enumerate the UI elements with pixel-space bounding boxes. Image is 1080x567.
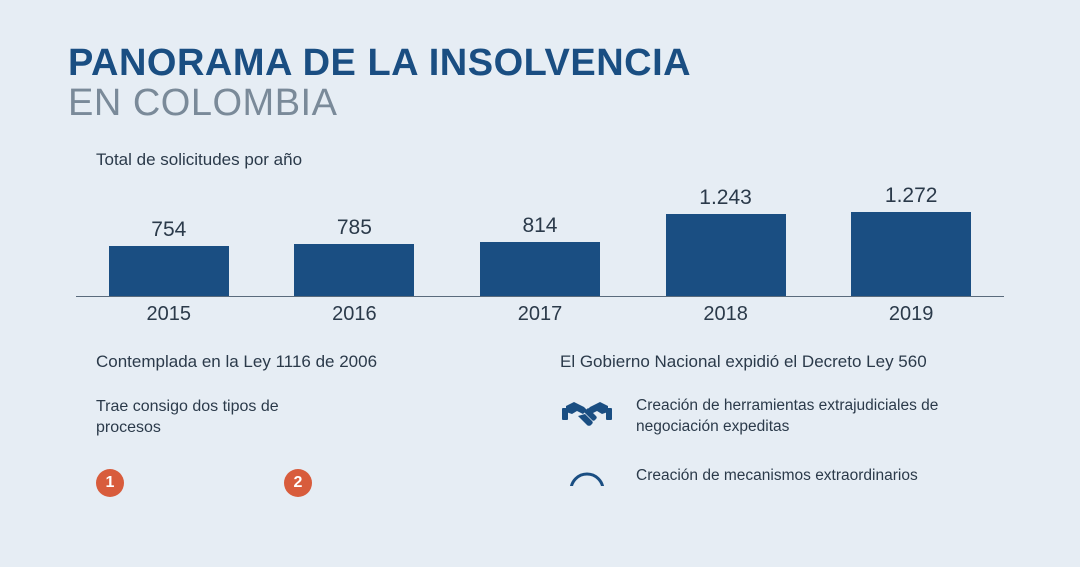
right-item: Creación de herramientas extrajudiciales… bbox=[560, 396, 1012, 438]
bar-2017: 814 bbox=[447, 176, 633, 296]
right-item: Creación de mecanismos extraordinarios bbox=[560, 466, 1012, 487]
right-heading: El Gobierno Nacional expidió el Decreto … bbox=[560, 352, 1012, 372]
right-item-text: Creación de mecanismos extraordinarios bbox=[636, 466, 918, 487]
right-column: El Gobierno Nacional expidió el Decreto … bbox=[560, 352, 1012, 515]
bar-chart: 754 785 814 1.243 1.272 bbox=[76, 176, 1004, 297]
left-column: Contemplada en la Ley 1116 de 2006 Trae … bbox=[68, 352, 520, 515]
bar-2018: 1.243 bbox=[633, 176, 819, 296]
bar bbox=[666, 214, 786, 296]
bar-2019: 1.272 bbox=[818, 176, 1004, 296]
xaxis-label: 2016 bbox=[262, 303, 448, 326]
number-badge-1: 1 bbox=[96, 469, 124, 497]
bar-value-label: 754 bbox=[151, 218, 186, 242]
left-heading: Contemplada en la Ley 1116 de 2006 bbox=[96, 352, 520, 372]
chart-subtitle: Total de solicitudes por año bbox=[96, 150, 1012, 170]
left-number-badges: 12 bbox=[96, 469, 520, 497]
bar bbox=[480, 242, 600, 296]
handshake-icon bbox=[560, 396, 614, 436]
xaxis-label: 2017 bbox=[447, 303, 633, 326]
bar-value-label: 785 bbox=[337, 216, 372, 240]
bar-value-label: 1.243 bbox=[699, 186, 752, 210]
bar-2016: 785 bbox=[262, 176, 448, 296]
number-badge-2: 2 bbox=[284, 469, 312, 497]
xaxis-label: 2015 bbox=[76, 303, 262, 326]
bar bbox=[851, 212, 971, 296]
bar-value-label: 1.272 bbox=[885, 184, 938, 208]
xaxis-label: 2018 bbox=[633, 303, 819, 326]
bar-value-label: 814 bbox=[522, 214, 557, 238]
bar-2015: 754 bbox=[76, 176, 262, 296]
xaxis-label: 2019 bbox=[818, 303, 1004, 326]
right-item-text: Creación de herramientas extrajudiciales… bbox=[636, 396, 956, 438]
bar-chart-xaxis: 20152016201720182019 bbox=[76, 303, 1004, 326]
title-line-1: PANORAMA DE LA INSOLVENCIA bbox=[68, 44, 1012, 84]
title-line-2: EN COLOMBIA bbox=[68, 84, 1012, 124]
left-subtext: Trae consigo dos tipos de procesos bbox=[96, 396, 316, 439]
bar bbox=[109, 246, 229, 296]
bar bbox=[294, 244, 414, 296]
mechanism-icon bbox=[560, 466, 614, 486]
